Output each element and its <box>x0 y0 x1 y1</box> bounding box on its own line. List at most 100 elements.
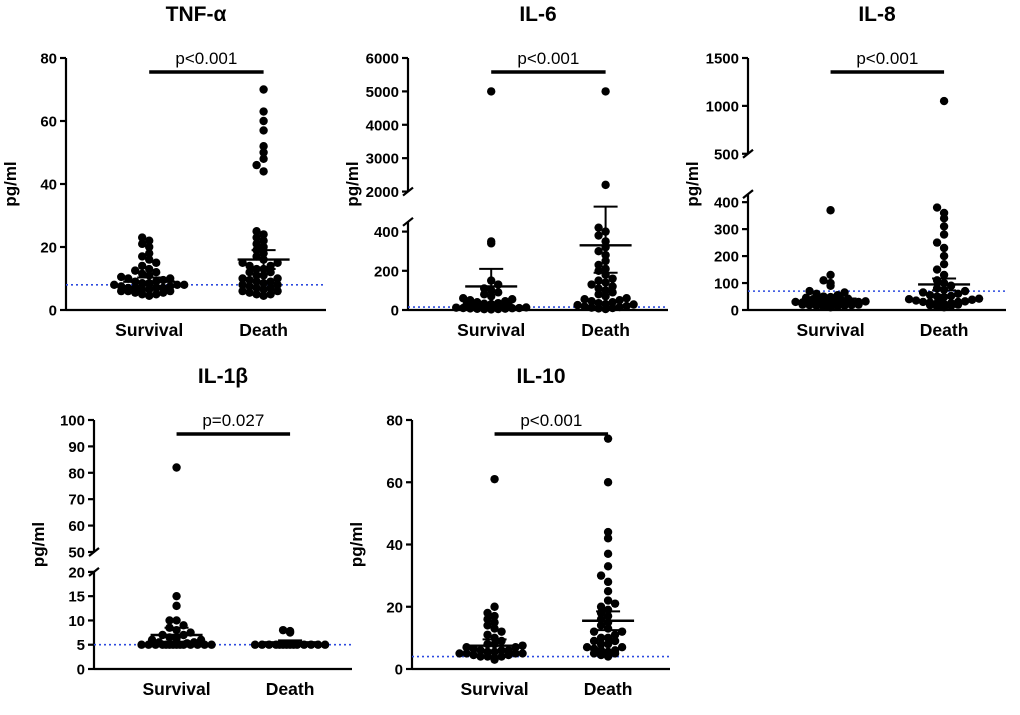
p-value-label: p=0.027 <box>202 411 264 430</box>
y-tick-labels: 0 5 10 15 20 50 60 70 80 90 100 <box>60 413 85 679</box>
y-axis <box>742 56 1006 312</box>
chart-title-tnf-alpha: TNF-α <box>165 3 227 26</box>
chart-canvas-il-6: 0 200 400 2000 3000 4000 5000 6000 pg/ml Survival… <box>344 49 668 340</box>
chart-title-il-10: IL-10 <box>516 365 566 388</box>
y-axis <box>60 56 326 312</box>
chart-canvas-il-10: 0 20 40 60 80 pg/ml Survival Death p<0.001 <box>348 411 670 699</box>
chart-il-8: IL-8 0 100 200 300 400 500 1000 1500 pg/ml Surviv… <box>684 2 1018 354</box>
svg-text:80: 80 <box>68 465 85 482</box>
svg-text:500: 500 <box>714 146 739 163</box>
svg-text:60: 60 <box>68 518 85 535</box>
x-label-death: Death <box>239 320 288 340</box>
svg-text:50: 50 <box>68 544 85 561</box>
svg-text:60: 60 <box>40 114 57 131</box>
chart-canvas-il-8: 0 100 200 300 400 500 1000 1500 pg/ml Survival Dea… <box>684 49 1006 340</box>
mean-error-death <box>579 205 632 274</box>
x-label-survival: Survival <box>457 320 525 340</box>
y-axis <box>88 418 352 671</box>
chart-il-1-beta: IL-1β 0 5 10 15 20 50 60 70 80 90 100 pg/ml Survival… <box>30 364 364 713</box>
svg-text:0: 0 <box>391 303 399 320</box>
y-axis <box>402 56 668 312</box>
svg-text:0: 0 <box>395 662 403 679</box>
y-axis-title: pg/ml <box>348 522 366 567</box>
x-label-survival: Survival <box>461 679 529 699</box>
points-survival <box>455 474 527 664</box>
svg-text:300: 300 <box>714 222 739 239</box>
points-death <box>238 85 282 301</box>
mean-error-survival <box>804 294 857 303</box>
mean-error-survival <box>465 267 518 306</box>
svg-text:100: 100 <box>60 413 85 430</box>
p-value-label: p<0.001 <box>520 411 582 430</box>
x-label-death: Death <box>581 320 630 340</box>
svg-text:90: 90 <box>68 439 85 456</box>
svg-text:5: 5 <box>77 637 85 654</box>
svg-text:80: 80 <box>40 51 57 68</box>
mean-error-survival <box>123 276 176 287</box>
svg-text:5000: 5000 <box>366 84 399 101</box>
svg-text:40: 40 <box>40 177 57 194</box>
svg-text:20: 20 <box>386 599 403 616</box>
p-value-label: p<0.001 <box>175 49 237 68</box>
svg-text:0: 0 <box>49 303 57 320</box>
svg-text:6000: 6000 <box>366 51 399 68</box>
mean-error-survival <box>468 638 521 653</box>
svg-text:20: 20 <box>40 240 57 257</box>
mean-error-death <box>237 249 290 271</box>
y-tick-labels: 0 200 400 2000 3000 4000 5000 6000 <box>366 51 399 320</box>
chart-title-il-6: IL-6 <box>519 3 557 26</box>
x-label-death: Death <box>920 320 969 340</box>
y-tick-labels: 0 20 40 60 80 <box>386 413 403 679</box>
svg-text:60: 60 <box>386 475 403 492</box>
chart-title-il-8: IL-8 <box>858 3 896 26</box>
svg-text:15: 15 <box>68 589 85 606</box>
y-axis-title: pg/ml <box>30 522 48 567</box>
chart-canvas-il-1-beta: 0 5 10 15 20 50 60 70 80 90 100 pg/ml Survival Death p… <box>30 411 352 699</box>
mean-error-survival <box>150 626 203 644</box>
svg-text:400: 400 <box>374 224 399 241</box>
x-label-survival: Survival <box>143 679 211 699</box>
chart-title-il-1-beta: IL-1β <box>197 365 249 388</box>
points-death <box>250 625 330 649</box>
y-axis-title: pg/ml <box>2 161 20 206</box>
mean-error-death <box>264 639 317 646</box>
svg-text:0: 0 <box>731 303 739 320</box>
svg-text:1500: 1500 <box>706 51 739 68</box>
svg-text:0: 0 <box>77 662 85 679</box>
mean-error-death <box>918 277 971 292</box>
y-tick-labels: 0 100 200 300 400 500 1000 1500 <box>706 51 739 320</box>
x-label-death: Death <box>266 679 315 699</box>
points-survival <box>452 87 531 314</box>
x-label-survival: Survival <box>115 320 183 340</box>
mean-error-death <box>582 610 635 632</box>
points-death <box>582 434 627 661</box>
x-label-death: Death <box>584 679 633 699</box>
y-axis-title: pg/ml <box>684 161 702 206</box>
y-axis-title: pg/ml <box>344 161 362 206</box>
x-label-survival: Survival <box>797 320 865 340</box>
p-value-label: p<0.001 <box>856 49 918 68</box>
svg-text:2000: 2000 <box>366 184 399 201</box>
svg-text:200: 200 <box>714 249 739 266</box>
svg-text:200: 200 <box>374 263 399 280</box>
axis-break-mark <box>742 189 754 199</box>
y-tick-labels: 0 20 40 60 80 <box>40 51 57 320</box>
points-survival <box>137 463 216 649</box>
svg-text:10: 10 <box>68 613 85 630</box>
chart-il-6: IL-6 0 200 400 2000 3000 4000 5000 6000 pg/ml Sur… <box>344 2 680 354</box>
svg-text:70: 70 <box>68 492 85 509</box>
p-value-label: p<0.001 <box>517 49 579 68</box>
y-axis <box>406 418 670 671</box>
chart-il-10: IL-10 0 20 40 60 80 pg/ml Survival Death p<0.001 <box>348 364 682 713</box>
chart-tnf-alpha: TNF-α 0 20 40 60 80 pg/ml Survival Death p<0.001 <box>2 2 338 354</box>
svg-text:100: 100 <box>714 276 739 293</box>
svg-text:20: 20 <box>68 564 85 581</box>
axis-break-mark <box>402 216 414 227</box>
points-survival <box>110 233 189 301</box>
svg-text:4000: 4000 <box>366 117 399 134</box>
svg-text:3000: 3000 <box>366 151 399 168</box>
points-death <box>573 87 638 314</box>
svg-text:1000: 1000 <box>706 98 739 115</box>
svg-text:40: 40 <box>386 537 403 554</box>
